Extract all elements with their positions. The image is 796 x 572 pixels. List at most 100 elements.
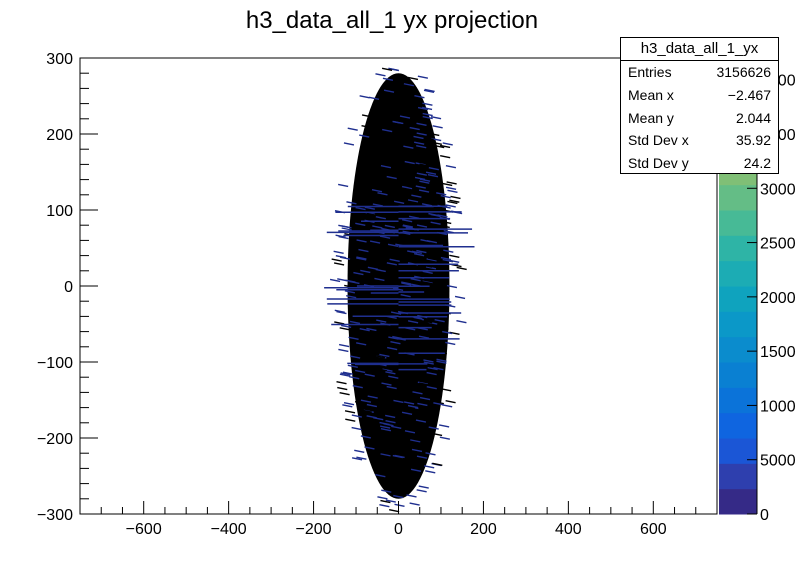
y-tick-label: 0 <box>64 279 73 296</box>
data-mark <box>357 346 368 351</box>
data-mark <box>430 116 442 120</box>
data-mark <box>398 172 409 177</box>
x-tick-label: 0 <box>394 521 403 538</box>
data-mark <box>416 455 428 459</box>
data-mark <box>407 199 419 203</box>
data-mark <box>441 220 452 225</box>
y-tick-label: −100 <box>37 355 73 372</box>
data-mark <box>398 453 409 457</box>
data-mark <box>385 499 396 503</box>
data-mark <box>424 88 435 93</box>
data-mark <box>433 400 444 405</box>
data-mark <box>415 146 426 151</box>
data-mark <box>359 327 370 332</box>
data-mark <box>360 269 371 274</box>
data-mark <box>339 392 350 396</box>
data-mark <box>443 249 454 253</box>
data-mark <box>414 176 426 181</box>
x-tick-label: 400 <box>555 521 582 538</box>
data-mark <box>428 426 439 430</box>
data-mark <box>356 402 367 407</box>
data-mark <box>361 124 372 129</box>
stats-row-entries: Entries 3156626 <box>621 61 778 84</box>
data-mark <box>426 386 437 390</box>
data-mark <box>389 509 400 513</box>
x-tick-label: −600 <box>126 521 162 538</box>
data-mark <box>379 353 390 358</box>
data-mark <box>384 377 395 381</box>
data-mark <box>416 489 427 493</box>
data-mark <box>361 114 373 118</box>
data-mark <box>333 262 345 266</box>
data-mark <box>349 280 360 285</box>
y-tick-label: 300 <box>46 51 73 68</box>
data-mark <box>379 235 391 239</box>
data-mark <box>386 435 397 439</box>
data-mark <box>442 182 453 187</box>
data-mark <box>338 348 349 353</box>
data-mark <box>354 449 365 453</box>
data-mark <box>373 416 384 421</box>
data-mark <box>416 132 427 136</box>
data-mark <box>385 451 396 455</box>
data-mark <box>355 222 366 226</box>
data-mark <box>440 256 452 261</box>
data-mark <box>430 221 441 225</box>
data-mark <box>377 192 388 196</box>
data-mark <box>445 164 457 169</box>
data-mark <box>447 189 458 193</box>
data-mark <box>390 407 402 412</box>
data-mark <box>449 199 460 203</box>
data-mark <box>393 200 405 204</box>
data-mark <box>456 266 467 271</box>
data-mark <box>412 391 423 395</box>
data-mark <box>382 77 394 81</box>
data-mark <box>436 358 447 363</box>
data-mark <box>419 163 430 167</box>
data-mark <box>392 454 403 459</box>
x-tick-label: −400 <box>211 521 247 538</box>
data-mark <box>439 436 451 440</box>
data-mark <box>440 388 452 392</box>
data-mark <box>401 219 413 223</box>
data-mark <box>422 356 433 361</box>
stats-title: h3_data_all_1_yx <box>621 38 778 61</box>
colorbar-tick-label: 0 <box>760 507 769 524</box>
data-mark <box>404 405 415 410</box>
data-mark <box>438 326 449 330</box>
data-mark <box>418 320 429 325</box>
data-mark <box>413 252 425 257</box>
data-mark <box>422 281 433 285</box>
data-mark <box>370 379 381 383</box>
x-tick-label: 200 <box>470 521 497 538</box>
data-mark <box>337 386 348 391</box>
data-mark <box>389 258 400 263</box>
data-mark <box>337 183 349 188</box>
data-mark <box>426 346 437 351</box>
data-mark <box>411 448 423 453</box>
data-mark <box>367 395 378 399</box>
data-mark <box>385 414 396 419</box>
stats-value: 3156626 <box>716 64 771 80</box>
colorbar-tick-label: 5000 <box>760 453 796 470</box>
data-mark <box>389 273 401 278</box>
data-mark <box>417 75 429 79</box>
data-mark <box>401 282 412 286</box>
data-mark <box>440 155 451 159</box>
data-mark <box>400 293 411 298</box>
data-mark <box>409 179 420 183</box>
data-mark <box>442 404 453 408</box>
data-mark <box>422 102 433 106</box>
data-mark <box>348 336 359 341</box>
data-cloud <box>324 67 475 513</box>
colorbar-tick-label: 1500 <box>760 344 796 361</box>
x-tick-label: 600 <box>640 521 667 538</box>
data-mark <box>385 419 396 424</box>
data-mark <box>371 333 383 338</box>
data-mark <box>434 144 445 149</box>
data-mark <box>361 409 372 413</box>
data-mark <box>427 257 439 261</box>
colorbar-segment <box>719 286 757 312</box>
data-mark <box>385 371 396 375</box>
data-mark <box>399 328 410 332</box>
